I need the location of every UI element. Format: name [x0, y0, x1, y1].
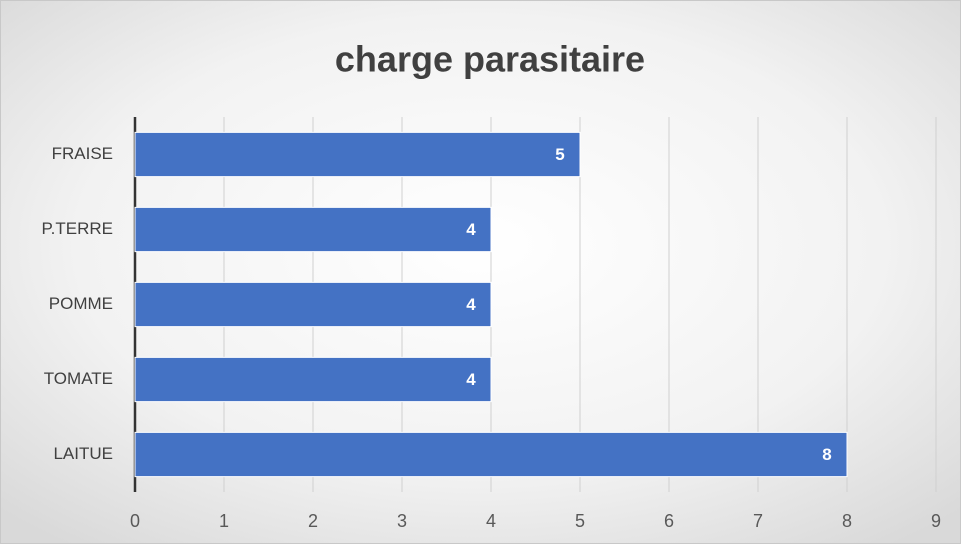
y-tick-label: P.TERRE [42, 219, 114, 238]
y-tick-label: TOMATE [44, 369, 113, 388]
bar [134, 131, 581, 178]
x-tick-label: 1 [219, 511, 229, 531]
x-tick-label: 5 [575, 511, 585, 531]
data-label: 4 [466, 370, 476, 389]
y-tick-label: LAITUE [53, 444, 113, 463]
x-tick-label: 2 [308, 511, 318, 531]
data-label: 8 [822, 445, 831, 464]
bars [134, 131, 848, 478]
data-label: 4 [466, 295, 476, 314]
chart-title: charge parasitaire [335, 39, 645, 80]
x-tick-label: 4 [486, 511, 496, 531]
bar [134, 431, 848, 478]
bar [134, 356, 492, 403]
data-label: 5 [555, 145, 564, 164]
y-tick-label: POMME [49, 294, 113, 313]
data-label: 4 [466, 220, 476, 239]
x-tick-label: 3 [397, 511, 407, 531]
labels: 0 1 2 3 4 5 6 7 8 9 FRAISE 5 P.TERRE 4 POMME 4 TOMATE 4 LA… [42, 144, 942, 531]
y-tick-label: FRAISE [52, 144, 113, 163]
x-tick-label: 8 [842, 511, 852, 531]
x-tick-label: 6 [664, 511, 674, 531]
x-tick-label: 7 [753, 511, 763, 531]
bar [134, 281, 492, 328]
x-tick-label: 9 [931, 511, 941, 531]
bar [134, 206, 492, 253]
x-tick-label: 0 [130, 511, 140, 531]
